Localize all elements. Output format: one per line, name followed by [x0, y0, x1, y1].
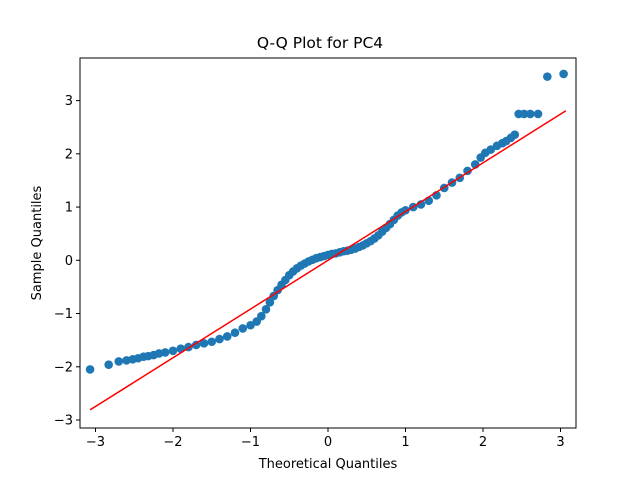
y-tick-label: 2 [65, 147, 73, 162]
y-tick-label: −2 [54, 360, 73, 375]
data-point-18 [222, 332, 232, 341]
data-point-14 [191, 340, 201, 350]
chart-title: Q-Q Plot for PC4 [257, 34, 383, 52]
data-point-83 [559, 69, 568, 79]
x-tick-label: 0 [324, 435, 332, 450]
data-point-2 [114, 357, 124, 366]
data-point-72 [486, 145, 496, 154]
data-point-16 [207, 337, 217, 347]
x-tick-label: 3 [556, 435, 564, 450]
data-point-82 [543, 72, 552, 81]
data-point-19 [230, 328, 240, 338]
data-point-62 [416, 200, 426, 209]
y-tick-label: 0 [65, 254, 73, 269]
data-point-79 [519, 109, 529, 119]
y-axis: −3 −2 −1 0 1 2 3 [54, 94, 80, 429]
data-point-15 [199, 339, 209, 348]
y-tick-label: −1 [54, 307, 73, 322]
reference-line [89, 110, 567, 411]
y-axis-label: Sample Quantiles [30, 185, 45, 300]
data-point-24 [261, 304, 271, 314]
data-point-23 [257, 311, 266, 321]
data-point-0 [85, 365, 95, 374]
data-point-17 [215, 334, 224, 344]
data-point-11 [168, 346, 178, 356]
data-point-1 [104, 360, 113, 369]
x-tick-label: −3 [86, 435, 105, 450]
data-point-20 [238, 324, 248, 333]
axes-frame [79, 57, 577, 429]
x-axis: −3 −2 −1 0 1 2 3 [86, 428, 565, 450]
data-point-25 [265, 298, 275, 307]
data-point-80 [525, 109, 535, 119]
x-tick-label: 1 [401, 435, 409, 450]
x-tick-label: −2 [163, 435, 182, 450]
data-point-21 [246, 320, 255, 330]
data-point-68 [463, 166, 472, 176]
x-tick-label: −1 [241, 435, 260, 450]
y-tick-label: 1 [65, 201, 73, 216]
data-point-77 [510, 130, 520, 139]
data-point-10 [160, 348, 170, 357]
y-tick-label: −3 [54, 414, 73, 429]
plot-area [85, 69, 568, 411]
x-axis-label: Theoretical Quantiles [258, 457, 398, 472]
y-tick-label: 3 [65, 94, 73, 109]
x-tick-label: 2 [479, 435, 487, 450]
data-point-81 [533, 109, 543, 119]
